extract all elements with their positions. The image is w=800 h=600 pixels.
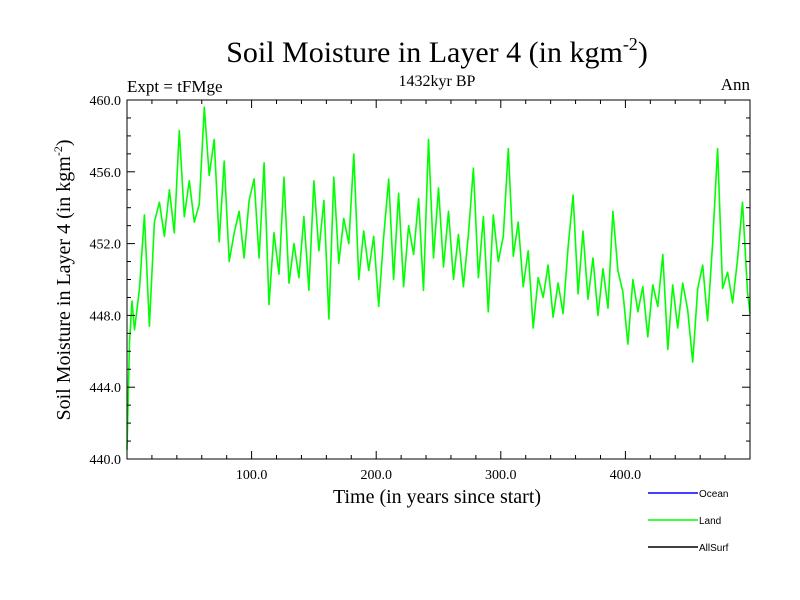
chart-title-main: Soil Moisture in Layer 4 (in kgm: [226, 36, 623, 69]
y-tick-label: 448.0: [90, 309, 122, 324]
x-tick-label: 400.0: [610, 468, 642, 483]
plot-frame: [126, 99, 751, 460]
x-tick-label: 300.0: [485, 468, 517, 483]
series-layer: [126, 106, 751, 451]
legend-label-allsurf: AllSurf: [699, 543, 729, 554]
chart-title-sup: -2: [623, 34, 638, 54]
x-axis-label: Time (in years since start): [333, 486, 541, 508]
y-tick-label: 456.0: [90, 166, 122, 181]
y-tick-label: 440.0: [90, 453, 122, 468]
axis-layer: 100.0 200.0 300.0 400.0 440.0 444.0 448.0 452.0…: [90, 94, 751, 483]
y-tick-label: 444.0: [90, 381, 122, 396]
legend-label-land: Land: [699, 516, 721, 527]
legend: Ocean Land AllSurf: [648, 489, 729, 554]
series-line-land: [126, 106, 751, 451]
x-tick-label: 200.0: [360, 468, 392, 483]
subtitle-center: 1432kyr BP: [399, 73, 476, 90]
y-axis-label-close: ): [53, 139, 75, 146]
y-axis-label: Soil Moisture in Layer 4 (in kgm-2): [51, 139, 75, 420]
subtitle-left: Expt = tFMge: [127, 77, 223, 96]
y-tick-label: 452.0: [90, 238, 122, 253]
subtitle-right: Ann: [721, 75, 751, 94]
y-tick-label: 460.0: [90, 94, 122, 109]
x-tick-label: 100.0: [236, 468, 268, 483]
y-axis-label-main: Soil Moisture in Layer 4 (in kgm: [53, 156, 75, 421]
y-axis-label-sup: -2: [51, 146, 65, 156]
legend-label-ocean: Ocean: [699, 489, 728, 500]
chart-title: Soil Moisture in Layer 4 (in kgm-2): [226, 34, 648, 69]
chart-title-close: ): [638, 36, 648, 69]
